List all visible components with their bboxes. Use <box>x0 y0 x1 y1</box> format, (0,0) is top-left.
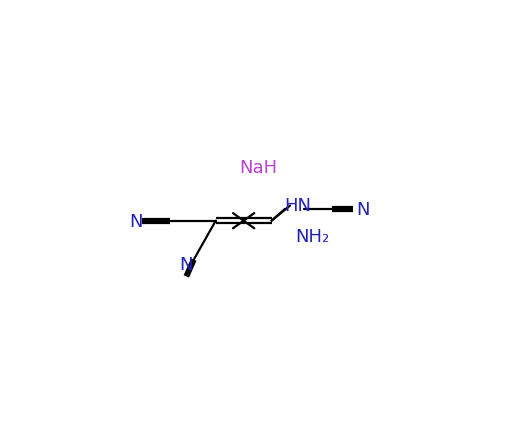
Text: NaH: NaH <box>238 158 276 176</box>
Text: N: N <box>356 201 370 219</box>
Text: NH₂: NH₂ <box>295 227 329 245</box>
Text: HN: HN <box>284 197 311 215</box>
Text: N: N <box>179 255 193 273</box>
Text: N: N <box>129 212 143 230</box>
